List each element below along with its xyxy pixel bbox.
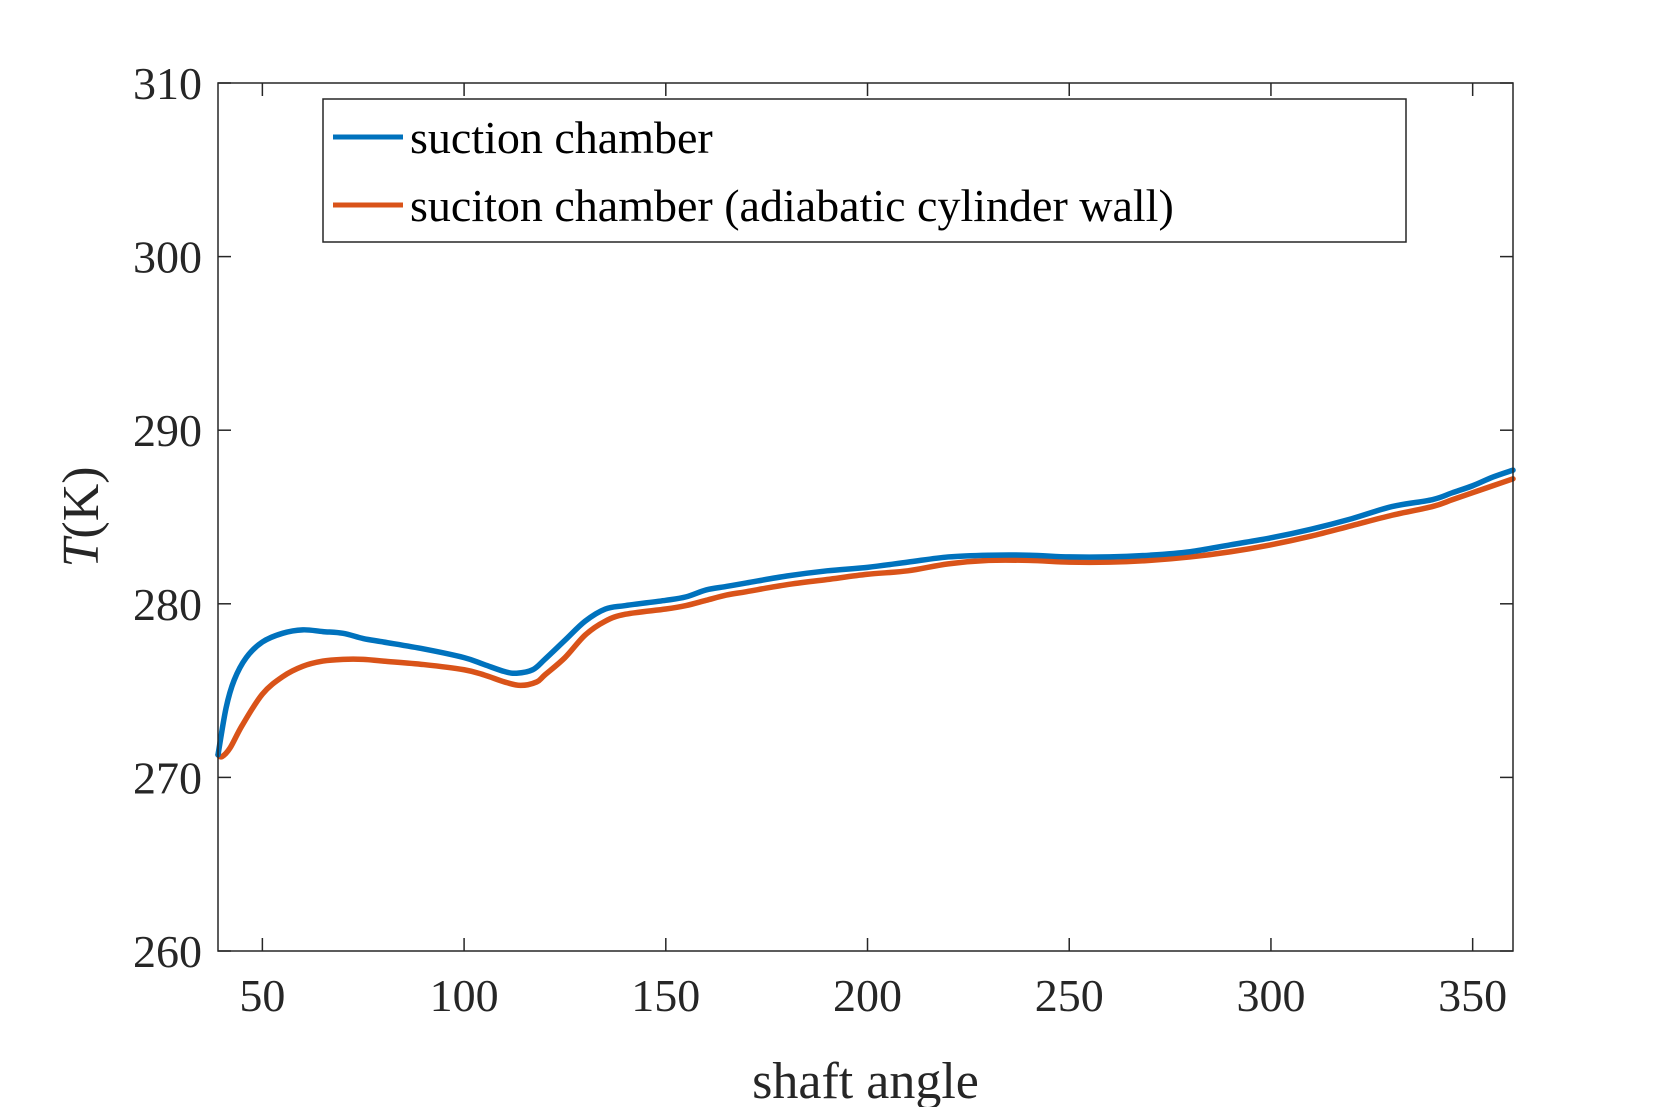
y-tick-label-300: 300 bbox=[133, 232, 202, 283]
axes-box bbox=[217, 82, 1514, 952]
legend: suction chamber suciton chamber (adiabat… bbox=[322, 98, 1407, 243]
tick-labels: 50 100 150 200 250 300 350 260 270 280 290 300 310 bbox=[133, 58, 1507, 1021]
legend-box bbox=[322, 98, 1407, 243]
legend-label-suction-chamber: suction chamber bbox=[410, 112, 713, 163]
y-tick-label-290: 290 bbox=[133, 405, 202, 456]
y-axis-title: T(K) bbox=[53, 466, 110, 567]
y-tick-label-260: 260 bbox=[133, 926, 202, 977]
x-tick-label-250: 250 bbox=[1035, 970, 1104, 1021]
series-line-suction-chamber bbox=[215, 467, 1516, 758]
x-tick-label-150: 150 bbox=[631, 970, 700, 1021]
x-tick-label-350: 350 bbox=[1438, 970, 1507, 1021]
legend-label-adiabatic-wall: suciton chamber (adiabatic cylinder wall… bbox=[410, 180, 1174, 231]
x-axis-title: shaft angle bbox=[752, 1053, 979, 1107]
x-tick-label-200: 200 bbox=[833, 970, 902, 1021]
ticks-layer bbox=[218, 82, 1513, 952]
y-tick-label-310: 310 bbox=[133, 58, 202, 109]
y-tick-label-280: 280 bbox=[133, 579, 202, 630]
x-tick-label-100: 100 bbox=[430, 970, 499, 1021]
y-tick-label-270: 270 bbox=[133, 752, 202, 803]
series-layer bbox=[215, 467, 1516, 760]
x-tick-label-50: 50 bbox=[239, 970, 285, 1021]
series-line-adiabatic-wall bbox=[215, 476, 1516, 760]
y-axis-title-unit: (K) bbox=[53, 466, 110, 538]
y-axis-title-symbol: T bbox=[53, 536, 110, 568]
x-tick-label-300: 300 bbox=[1236, 970, 1305, 1021]
